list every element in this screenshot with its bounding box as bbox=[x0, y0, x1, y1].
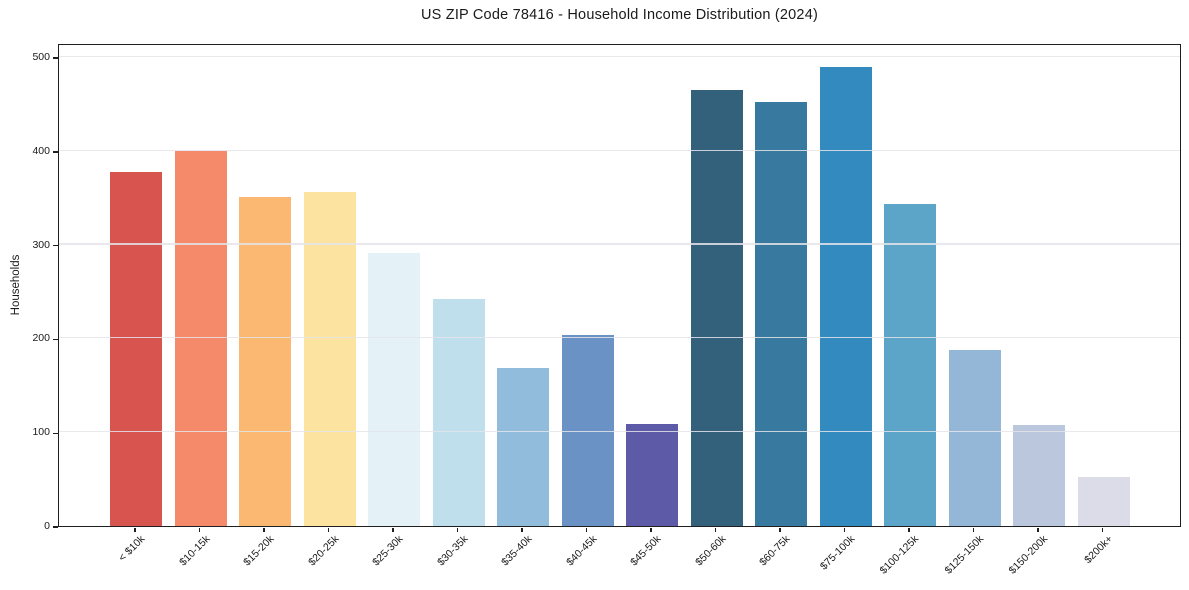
x-tick-mark-$40-45k bbox=[585, 527, 588, 532]
x-tick-label-$35-40k: $35-40k bbox=[499, 533, 535, 569]
bar-$45-50k bbox=[626, 423, 678, 526]
x-tick-mark-< $10k bbox=[134, 527, 136, 532]
x-tick-mark-$150-200k bbox=[1037, 527, 1039, 532]
bar-< $10k bbox=[110, 171, 162, 526]
bar-$40-45k bbox=[561, 334, 614, 526]
bar-$25-30k bbox=[368, 253, 420, 526]
x-tick-mark-$35-40k bbox=[521, 527, 523, 532]
y-tick-label-300: 300 bbox=[32, 238, 50, 251]
bar-$75-100k bbox=[819, 67, 872, 526]
y-tick-mark-300 bbox=[53, 245, 58, 247]
x-tick-mark-$25-30k bbox=[392, 527, 394, 532]
x-tick-mark-$60-75k bbox=[779, 527, 781, 532]
x-tick-label-$40-45k: $40-45k bbox=[563, 533, 599, 569]
bar-$30-35k bbox=[432, 299, 485, 526]
x-tick-label-$60-75k: $60-75k bbox=[757, 533, 793, 569]
x-tick-label-$50-60k: $50-60k bbox=[692, 533, 728, 569]
x-tick-mark-$75-100k bbox=[843, 527, 846, 532]
bar-$200k+ bbox=[1077, 477, 1130, 526]
x-tick-mark-$200k+ bbox=[1101, 527, 1104, 532]
chart-title: US ZIP Code 78416 - Household Income Dis… bbox=[420, 7, 818, 23]
y-tick-mark-0 bbox=[53, 526, 58, 528]
x-tick-label-$10-15k: $10-15k bbox=[176, 533, 212, 569]
x-tick-mark-$15-20k bbox=[263, 527, 265, 532]
y-tick-label-100: 100 bbox=[32, 426, 50, 439]
bar-$20-25k bbox=[303, 192, 356, 526]
gridline-500 bbox=[59, 55, 1180, 58]
x-tick-label-$20-25k: $20-25k bbox=[305, 533, 341, 569]
x-tick-mark-$50-60k bbox=[714, 527, 717, 532]
bar-$60-75k bbox=[755, 102, 807, 526]
x-tick-label-$75-100k: $75-100k bbox=[817, 533, 857, 573]
x-tick-label-$30-35k: $30-35k bbox=[434, 533, 470, 569]
plot-area bbox=[58, 44, 1181, 527]
x-tick-label-< $10k: < $10k bbox=[116, 533, 148, 564]
gridline-400 bbox=[59, 149, 1180, 151]
y-tick-label-500: 500 bbox=[32, 51, 50, 64]
y-tick-label-200: 200 bbox=[32, 332, 50, 345]
x-tick-mark-$45-50k bbox=[650, 527, 652, 532]
x-tick-label-$100-125k: $100-125k bbox=[877, 533, 922, 577]
gridline-200 bbox=[59, 337, 1180, 339]
x-tick-label-$25-30k: $25-30k bbox=[370, 533, 406, 569]
bar-$100-125k bbox=[884, 204, 936, 526]
x-tick-label-$15-20k: $15-20k bbox=[241, 533, 277, 569]
x-tick-mark-$10-15k bbox=[198, 527, 201, 532]
y-tick-mark-200 bbox=[53, 338, 58, 341]
y-tick-label-400: 400 bbox=[32, 144, 50, 157]
y-axis-label: Households bbox=[10, 254, 22, 316]
gridline-300 bbox=[59, 243, 1180, 245]
y-tick-mark-100 bbox=[53, 432, 58, 434]
bar-$15-20k bbox=[239, 196, 291, 526]
y-tick-mark-500 bbox=[53, 57, 58, 59]
x-tick-mark-$125-150k bbox=[972, 527, 975, 532]
x-tick-mark-$30-35k bbox=[456, 527, 459, 532]
y-tick-mark-400 bbox=[53, 151, 58, 153]
bar-$35-40k bbox=[497, 368, 549, 526]
x-tick-label-$200k+: $200k+ bbox=[1081, 533, 1115, 567]
x-tick-mark-$100-125k bbox=[908, 527, 910, 532]
x-tick-label-$45-50k: $45-50k bbox=[628, 533, 664, 569]
gridline-100 bbox=[59, 431, 1180, 433]
x-tick-label-$125-150k: $125-150k bbox=[942, 533, 986, 577]
bar-$50-60k bbox=[690, 89, 743, 526]
bar-$150-200k bbox=[1013, 424, 1065, 526]
bar-$125-150k bbox=[948, 349, 1001, 526]
x-tick-label-$150-200k: $150-200k bbox=[1006, 533, 1051, 577]
y-tick-label-0: 0 bbox=[44, 520, 50, 532]
x-tick-mark-$20-25k bbox=[327, 527, 330, 532]
